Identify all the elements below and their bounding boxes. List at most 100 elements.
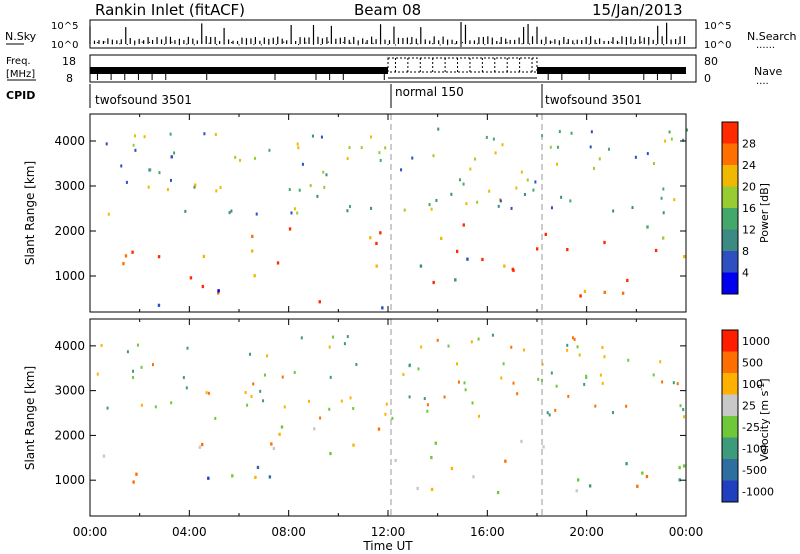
data-cell bbox=[198, 445, 202, 449]
data-cell bbox=[462, 223, 465, 227]
cpid-segment-twofsound-2: twofsound 3501 bbox=[545, 93, 642, 107]
data-cell bbox=[194, 183, 197, 187]
colorbar-swatch bbox=[722, 165, 738, 187]
data-cell bbox=[463, 381, 466, 385]
colorbar-swatch bbox=[722, 373, 738, 395]
data-cell bbox=[436, 338, 439, 342]
colorbar-swatch bbox=[722, 416, 738, 438]
data-cell bbox=[325, 173, 328, 177]
data-cell bbox=[300, 336, 303, 340]
colorbar-tick-label: 4 bbox=[742, 267, 749, 280]
data-cell bbox=[601, 345, 604, 349]
nsearch-point bbox=[171, 41, 173, 43]
data-cell bbox=[384, 412, 387, 416]
nsearch-point bbox=[268, 43, 270, 45]
nsearch-point bbox=[298, 43, 300, 46]
nsearch-point bbox=[566, 42, 568, 44]
data-cell bbox=[107, 212, 110, 216]
data-cell bbox=[122, 262, 125, 266]
data-cell bbox=[214, 416, 217, 420]
nsearch-point bbox=[424, 42, 426, 44]
x-tick-label: 04:00 bbox=[172, 525, 207, 539]
nsearch-point bbox=[655, 44, 657, 46]
data-cell bbox=[569, 199, 572, 203]
colorbar-tick-label: 1000 bbox=[742, 335, 770, 348]
data-cell bbox=[320, 135, 323, 139]
nsky-label: N.Sky bbox=[5, 30, 37, 43]
data-cell bbox=[105, 142, 108, 146]
data-cell bbox=[654, 248, 658, 253]
data-cell bbox=[280, 425, 284, 429]
x-tick-label: 16:00 bbox=[470, 525, 505, 539]
data-cell bbox=[646, 225, 649, 229]
data-cell bbox=[311, 134, 314, 138]
data-cell bbox=[570, 131, 573, 135]
data-cell bbox=[535, 247, 539, 251]
data-cell bbox=[592, 166, 595, 170]
data-cell bbox=[611, 411, 614, 415]
nsearch-point bbox=[342, 41, 344, 43]
data-cell bbox=[588, 484, 592, 488]
nsearch-point bbox=[506, 42, 508, 44]
date-label: 15/Jan/2013 bbox=[592, 1, 683, 19]
colorbar-swatch bbox=[722, 351, 738, 374]
nsearch-label: N.Search bbox=[747, 30, 797, 43]
data-cell bbox=[251, 234, 254, 238]
data-cell bbox=[384, 146, 387, 150]
data-cell bbox=[283, 405, 286, 409]
nave-tick-high: 80 bbox=[704, 55, 718, 68]
data-cell bbox=[133, 134, 136, 138]
velocity-colorbar: 1000 500 100 25 -25 -100 -500 -1000 bbox=[721, 329, 774, 503]
data-cell bbox=[512, 381, 515, 385]
data-cell bbox=[478, 414, 481, 418]
data-cell bbox=[419, 264, 423, 268]
data-cell bbox=[573, 337, 576, 341]
data-cell bbox=[411, 156, 414, 160]
nsearch-point bbox=[149, 41, 151, 43]
data-cell bbox=[329, 375, 332, 379]
data-cell bbox=[346, 156, 349, 160]
data-cell bbox=[474, 157, 477, 161]
data-cell bbox=[455, 249, 459, 253]
nsearch-point bbox=[417, 43, 419, 45]
data-cell bbox=[193, 185, 196, 189]
data-cell bbox=[186, 346, 189, 350]
nsearch-point bbox=[514, 42, 516, 45]
colorbar-tick-label: -100 bbox=[742, 442, 767, 455]
nsearch-point bbox=[573, 43, 575, 45]
colorbar-tick-label: 8 bbox=[742, 245, 749, 258]
power-colorbar: 4 8 12 16 20 24 28 bbox=[721, 121, 756, 295]
data-cell bbox=[313, 427, 316, 431]
data-cell bbox=[457, 380, 460, 384]
data-cell bbox=[207, 391, 210, 395]
data-cell bbox=[491, 333, 494, 337]
data-cell bbox=[571, 336, 574, 340]
data-cell bbox=[450, 466, 454, 471]
data-cell bbox=[309, 184, 312, 188]
nave-legend-dots: .... bbox=[756, 76, 769, 87]
data-cell bbox=[430, 487, 434, 492]
data-cell bbox=[157, 303, 161, 307]
data-cell bbox=[502, 362, 505, 366]
beam-label: Beam 08 bbox=[354, 1, 421, 19]
data-cell bbox=[319, 416, 322, 420]
nsearch-point bbox=[96, 42, 99, 44]
nsearch-point bbox=[402, 42, 404, 44]
colorbar-swatch bbox=[722, 437, 738, 460]
colorbar-tick-label: 100 bbox=[742, 378, 763, 391]
time-axis-title: Time UT bbox=[362, 539, 413, 553]
data-cell bbox=[566, 247, 569, 252]
y-tick-label: 4000 bbox=[54, 339, 85, 353]
data-cell bbox=[500, 376, 503, 380]
time-axis-labels: 00:00 04:00 08:00 12:00 16:00 20:00 00:00 bbox=[73, 525, 704, 539]
data-cell bbox=[234, 155, 237, 159]
data-cell bbox=[147, 185, 150, 189]
data-cell bbox=[200, 442, 204, 447]
data-cell bbox=[132, 143, 135, 147]
freq-band bbox=[537, 67, 686, 74]
freq-tick-low: 8 bbox=[66, 72, 73, 85]
data-cell bbox=[631, 206, 634, 210]
data-cell bbox=[660, 196, 663, 200]
data-cell bbox=[520, 170, 523, 174]
data-cell bbox=[379, 158, 382, 162]
